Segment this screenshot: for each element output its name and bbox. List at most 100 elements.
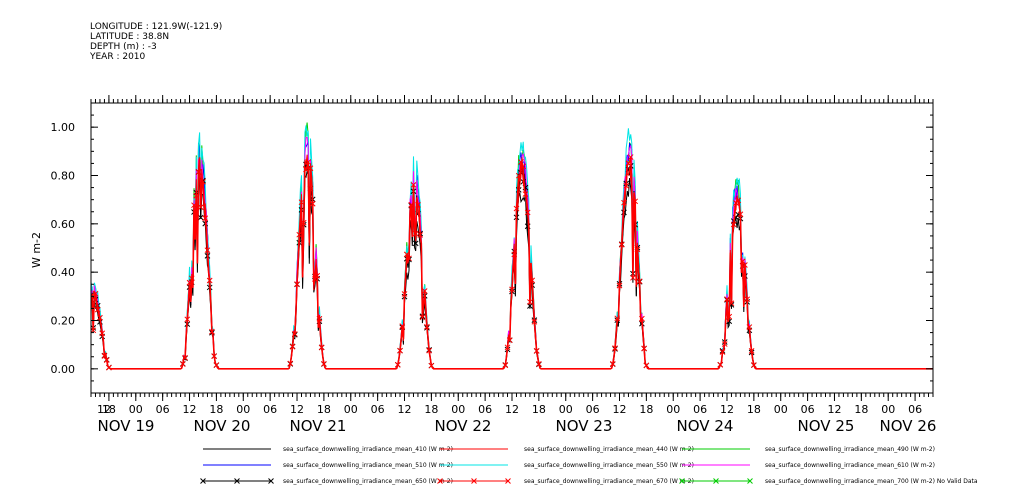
x-hour-label: 00: [451, 403, 465, 416]
marker-x: [403, 251, 410, 258]
marker-x: [504, 344, 511, 351]
x-hour-label: 00: [344, 403, 358, 416]
marker-x: [200, 178, 206, 185]
marker-x: [536, 361, 542, 367]
marker-x: [623, 182, 630, 189]
marker-x: [309, 200, 316, 207]
marker-x: [625, 160, 632, 167]
marker-x: [316, 315, 323, 322]
x-hour-label: 06: [263, 403, 277, 416]
legend-marker: [234, 478, 240, 484]
marker-x: [184, 316, 191, 323]
x-hour-label: 06: [693, 403, 707, 416]
marker-x: [750, 362, 757, 368]
marker-x: [92, 290, 99, 297]
marker-x: [632, 198, 639, 205]
legend-marker: [437, 478, 443, 484]
marker-x: [106, 364, 112, 371]
marker-x: [91, 293, 94, 300]
x-hour-label: 12: [398, 403, 412, 416]
marker-x: [513, 205, 520, 212]
marker-x: [636, 278, 643, 285]
marker-x: [202, 215, 209, 222]
legend-label-8: sea_surface_downwelling_irradiance_mean_…: [765, 478, 978, 485]
marker-x: [616, 282, 623, 289]
marker-x: [211, 353, 218, 360]
marker-x: [614, 315, 621, 322]
plot-frame: [90, 102, 934, 394]
marker-x: [643, 362, 650, 369]
marker-x: [408, 201, 415, 208]
x-hour-label: 18: [854, 403, 868, 416]
marker-x: [730, 221, 737, 228]
series-markers-7: [91, 154, 757, 371]
marker-x: [412, 230, 419, 237]
marker-x: [533, 347, 540, 354]
legend-marker: [747, 478, 753, 484]
x-hour-label: 12: [505, 403, 519, 416]
marker-x: [621, 199, 627, 206]
marker-x: [91, 327, 97, 334]
marker-x: [94, 306, 101, 313]
legend-label-3: sea_surface_downwelling_irradiance_mean_…: [283, 462, 453, 469]
x-hour-label: 12: [612, 403, 626, 416]
x-hour-label: 12: [290, 403, 304, 416]
marker-x: [627, 154, 634, 160]
marker-x: [527, 299, 533, 305]
marker-x: [419, 314, 426, 321]
marker-x: [399, 323, 406, 329]
marker-x: [401, 291, 408, 297]
marker-x: [726, 313, 733, 320]
legend-label-1: sea_surface_downwelling_irradiance_mean_…: [524, 446, 694, 453]
marker-x: [195, 169, 202, 175]
marker-x: [103, 357, 110, 364]
legend-marker: [471, 478, 477, 484]
legend-label-6: sea_surface_downwelling_irradiance_mean_…: [283, 478, 453, 485]
marker-x: [415, 202, 421, 208]
x-hour-label: 00: [129, 403, 143, 416]
legend-label-7: sea_surface_downwelling_irradiance_mean_…: [524, 478, 694, 485]
marker-x: [529, 277, 536, 284]
marker-x: [511, 251, 518, 258]
marker-x: [305, 159, 312, 165]
x-day-label: NOV 23: [556, 417, 613, 435]
x-hour-label: 06: [908, 403, 922, 416]
x-hour-label: 18: [532, 403, 546, 416]
legend-marker: [679, 478, 685, 484]
marker-x: [186, 279, 193, 286]
legend-label-2: sea_surface_downwelling_irradiance_mean_…: [765, 446, 935, 453]
marker-x: [410, 182, 417, 188]
x-day-label: NOV 20: [194, 417, 251, 435]
marker-x: [188, 275, 195, 282]
legend-label-4: sea_surface_downwelling_irradiance_mean_…: [524, 462, 694, 469]
series-line-1: [91, 154, 933, 370]
x-hour-label: 00: [774, 403, 788, 416]
marker-x: [739, 258, 746, 265]
marker-x: [213, 362, 220, 368]
marker-x: [639, 315, 645, 322]
marker-x: [312, 276, 318, 282]
x-day-label: NOV 19: [98, 417, 155, 435]
marker-x: [524, 209, 531, 216]
marker-x: [97, 314, 103, 321]
marker-x: [735, 197, 742, 204]
x-hour-label: 12: [827, 403, 841, 416]
marker-x: [406, 255, 412, 262]
longitude-label: LONGITUDE : 121.9W(-121.9): [90, 22, 223, 32]
marker-x: [397, 347, 403, 354]
legend-marker: [505, 478, 511, 484]
marker-x: [298, 199, 305, 206]
marker-x: [737, 211, 744, 218]
x-hour-label: 06: [801, 403, 815, 416]
marker-x: [193, 192, 200, 199]
marker-x: [742, 262, 748, 268]
marker-x: [518, 159, 524, 165]
latitude-label: LATITUDE : 38.8N: [90, 32, 170, 42]
marker-x: [287, 360, 294, 367]
marker-x: [296, 231, 303, 238]
marker-x: [728, 300, 735, 307]
marker-x: [426, 347, 432, 354]
marker-x: [618, 241, 625, 248]
depth-label: DEPTH (m) : -3: [90, 42, 157, 52]
